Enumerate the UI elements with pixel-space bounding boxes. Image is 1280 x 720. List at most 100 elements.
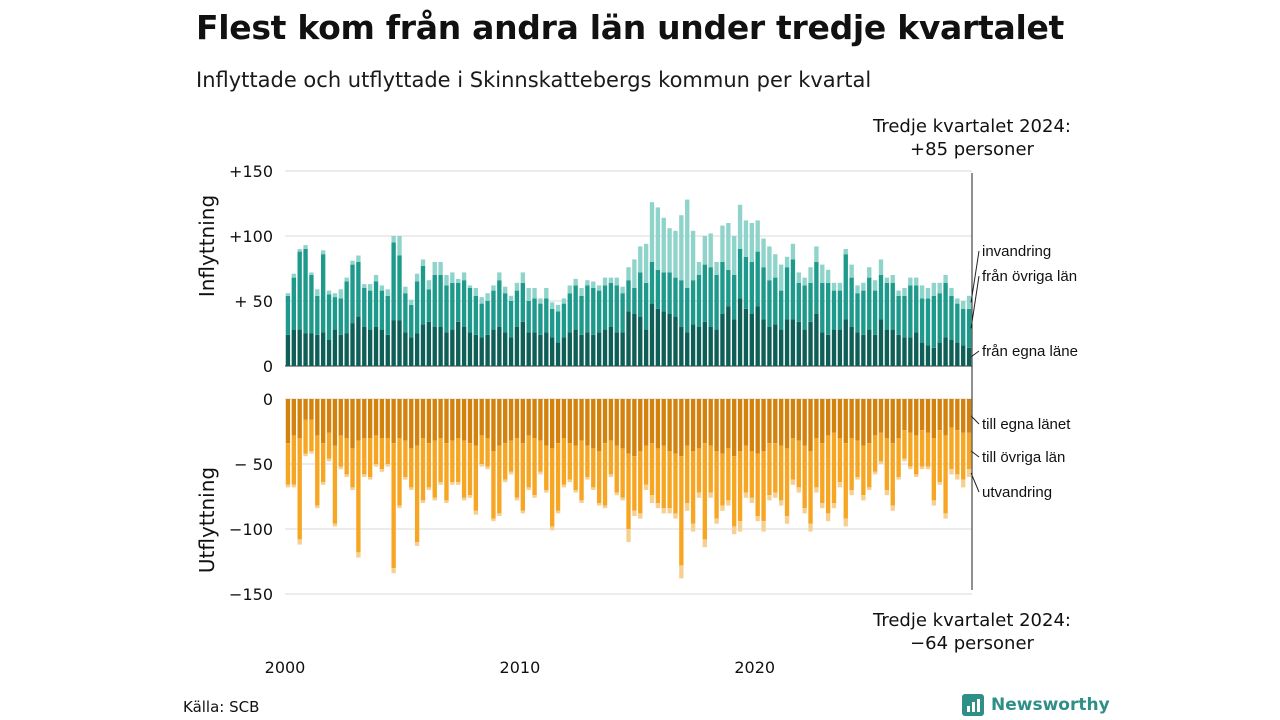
outflow-bar — [802, 445, 807, 509]
inflow-bar — [350, 264, 355, 324]
outflow-bar — [303, 453, 308, 457]
inflow-bar — [456, 282, 461, 322]
inflow-bar — [338, 289, 343, 299]
inflow-bar — [362, 288, 367, 327]
outflow-bar — [679, 399, 684, 457]
outflow-bar — [350, 399, 355, 449]
outflow-bar — [379, 469, 385, 472]
inflow-bar — [438, 275, 443, 327]
inflow-bar — [896, 334, 901, 366]
outflow-bar — [908, 466, 913, 470]
inflow-bar — [961, 308, 966, 346]
inflow-bar — [544, 298, 549, 333]
inflow-bar — [808, 267, 813, 283]
outflow-bar — [767, 399, 772, 444]
inflow-bar — [315, 295, 320, 335]
inflow-bar — [403, 286, 408, 294]
outflow-bar — [667, 451, 672, 509]
outflow-bar — [497, 513, 502, 516]
outflow-bar — [303, 419, 308, 454]
outflow-bar — [456, 438, 461, 483]
inflow-bar — [491, 285, 496, 291]
inflow-bar — [961, 345, 966, 366]
outflow-bar — [778, 399, 784, 446]
outflow-bar — [861, 495, 866, 501]
outflow-bar — [332, 523, 338, 527]
outflow-bar — [438, 482, 443, 485]
outflow-bar — [467, 399, 473, 444]
outflow-bar — [356, 552, 361, 558]
inflow-bar — [638, 316, 643, 366]
outflow-bar — [825, 435, 831, 514]
inflow-bar — [837, 282, 843, 291]
inflow-bar — [555, 311, 561, 343]
inflow-bar — [708, 327, 713, 366]
inflow-bar — [749, 262, 754, 314]
outflow-bar — [737, 521, 743, 532]
y-tick-label-bottom: −150 — [229, 585, 273, 604]
inflow-bar — [561, 298, 567, 304]
inflow-bar — [326, 340, 332, 366]
inflow-bar — [708, 267, 713, 327]
inflow-bar — [849, 327, 854, 366]
outflow-bar — [362, 399, 367, 438]
inflow-bar — [567, 285, 572, 294]
inflow-bar — [937, 342, 942, 366]
inflow-bar — [737, 204, 743, 249]
outflow-bar — [555, 510, 561, 514]
outflow-bar — [573, 445, 578, 490]
outflow-bar — [673, 513, 678, 519]
outflow-bar — [685, 399, 690, 446]
inflow-bar — [456, 321, 461, 366]
outflow-bar — [820, 399, 825, 444]
outflow-bar — [914, 474, 919, 477]
outflow-bar — [949, 427, 954, 470]
outflow-bar — [432, 497, 437, 501]
outflow-bar — [919, 399, 925, 431]
inflow-bar — [943, 282, 948, 338]
outflow-bar — [403, 440, 408, 477]
outflow-bar — [385, 464, 390, 467]
outflow-bar — [643, 484, 649, 490]
outflow-bar — [444, 399, 449, 444]
inflow-bar — [890, 275, 895, 283]
outflow-bar — [749, 497, 754, 503]
outflow-bar — [808, 451, 813, 524]
outflow-bar — [591, 487, 596, 490]
outflow-bar — [479, 435, 484, 464]
inflow-bar — [397, 320, 402, 366]
inflow-bar — [591, 334, 596, 366]
inflow-bar — [497, 327, 502, 366]
outflow-bar — [409, 448, 414, 488]
inflow-bar — [925, 288, 931, 299]
inflow-bar — [649, 262, 655, 304]
inflow-bar — [438, 327, 443, 366]
outflow-bar — [450, 482, 455, 485]
outflow-bar — [297, 399, 302, 438]
inflow-bar — [902, 295, 907, 338]
inflow-bar — [931, 347, 937, 366]
outflow-bar — [831, 503, 837, 509]
outflow-bar — [643, 399, 649, 446]
inflow-bar — [473, 334, 479, 366]
inflow-bar — [608, 277, 614, 283]
outflow-bar — [667, 508, 672, 514]
outflow-bar — [732, 526, 737, 535]
outflow-bar — [867, 399, 872, 444]
outflow-bar — [661, 399, 666, 446]
inflow-bar — [485, 301, 490, 335]
inflow-bar — [843, 249, 848, 255]
inflow-bar — [520, 272, 525, 283]
outflow-bar — [667, 399, 672, 451]
outflow-bar — [508, 471, 514, 475]
inflow-bar — [814, 314, 819, 366]
outflow-bar — [919, 430, 925, 467]
brand-logo: Newsworthy — [962, 694, 1110, 716]
outflow-bar — [902, 430, 907, 459]
outflow-bar — [685, 445, 690, 503]
inflow-bar — [414, 273, 420, 282]
inflow-bar — [661, 217, 666, 273]
inflow-bar — [737, 249, 743, 299]
inflow-bar — [773, 277, 778, 325]
outflow-bar — [291, 484, 296, 488]
